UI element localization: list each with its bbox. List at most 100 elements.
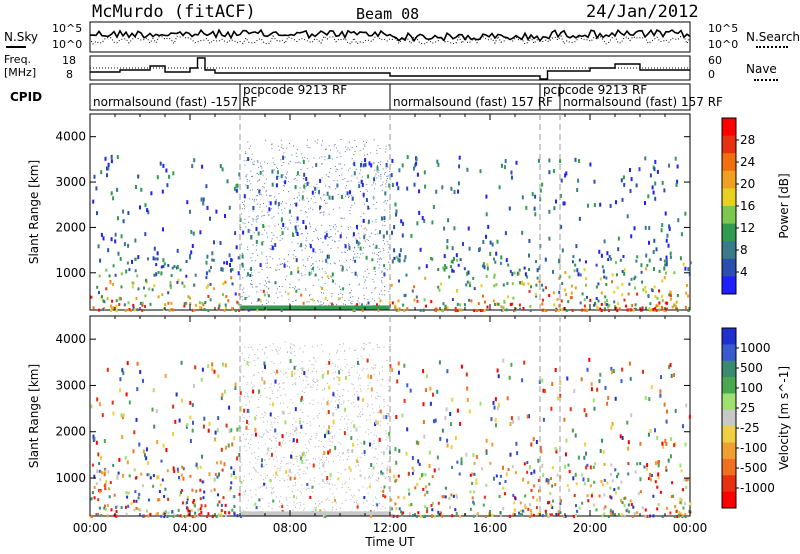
echo-cell [93,496,96,500]
echo-cell [561,308,563,312]
echo-cell [381,462,383,464]
echo-cell [246,383,248,385]
echo-cell [281,231,284,236]
echo-cell [273,459,275,461]
echo-cell [153,424,156,429]
echo-cell [289,160,291,162]
echo-cell [141,484,144,488]
echo-cell [268,280,270,282]
echo-cell [328,145,330,147]
echo-cell [301,361,303,363]
echo-cell [568,488,571,492]
echo-cell [352,384,354,385]
echo-cell [238,453,241,457]
echo-cell [121,435,124,440]
echo-cell [305,177,308,181]
echo-cell [430,300,433,304]
echo-cell [347,169,349,171]
echo-cell [326,364,328,365]
echo-cell [417,511,420,515]
echo-cell [253,359,255,361]
echo-cell [444,264,446,268]
echo-cell [248,357,249,358]
echo-cell [157,295,160,299]
echo-cell [661,180,664,185]
echo-cell [359,150,361,152]
echo-cell [383,249,385,251]
echo-cell [235,183,238,188]
echo-cell [361,308,364,312]
echo-cell [310,299,312,300]
echo-cell [246,179,248,181]
echo-cell [324,199,325,201]
echo-cell [407,471,410,476]
echo-cell [252,466,254,468]
echo-cell [312,166,314,168]
echo-cell [684,512,687,516]
colorbar-label: Velocity [m s^-1] [777,366,791,470]
x-tick-label: 00:00 [73,521,108,535]
echo-cell [430,504,433,507]
echo-cell [329,353,331,355]
echo-cell [529,304,532,308]
echo-cell [432,392,434,397]
echo-cell [191,244,194,248]
echo-cell [334,263,336,265]
echo-cell [351,272,353,274]
echo-cell [248,221,249,223]
echo-cell [194,303,197,307]
echo-cell [218,472,220,477]
echo-cell [483,309,486,313]
echo-cell [256,249,258,251]
echo-cell [329,488,331,490]
echo-cell [328,171,330,173]
echo-cell [266,232,268,234]
echo-cell [365,227,367,229]
echo-cell [374,247,376,249]
echo-cell [264,226,266,228]
echo-cell [373,266,376,270]
echo-cell [299,187,301,189]
echo-cell [325,185,327,187]
echo-cell [323,446,324,447]
echo-cell [139,370,142,374]
echo-cell [401,413,404,418]
echo-cell [243,417,245,418]
echo-cell [454,508,457,512]
echo-cell [267,163,268,165]
echo-cell [456,309,459,313]
echo-cell [144,232,147,237]
echo-cell [326,428,328,430]
echo-cell [349,210,351,211]
echo-cell [496,239,499,244]
echo-cell [644,201,646,205]
echo-cell [334,445,337,450]
echo-cell [431,508,434,512]
echo-cell [379,230,381,235]
echo-cell [267,211,269,213]
echo-cell [299,347,301,349]
echo-cell [306,380,308,382]
echo-cell [377,233,379,235]
echo-cell [347,147,349,149]
echo-cell [301,195,304,200]
echo-cell [305,237,307,239]
echo-cell [297,225,299,227]
echo-cell [245,391,247,393]
echo-cell [283,190,285,191]
echo-cell [368,161,371,166]
echo-cell [338,358,340,360]
echo-cell [333,496,335,498]
echo-cell [278,258,280,260]
echo-cell [330,263,331,265]
echo-cell [257,255,259,257]
colorbar-tick-label: -100 [740,441,767,455]
echo-cell [363,343,365,344]
echo-cell [98,274,101,278]
echo-cell [382,181,384,183]
echo-cell [451,246,454,251]
echo-cell [628,361,631,366]
echo-cell [469,284,471,288]
echo-cell [375,287,377,289]
